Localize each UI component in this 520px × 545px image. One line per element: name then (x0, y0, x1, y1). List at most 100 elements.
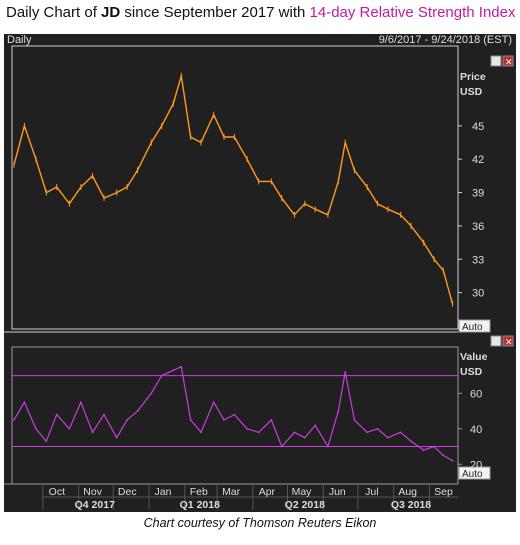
maximize-box-icon[interactable] (490, 55, 502, 67)
rsi-point (103, 413, 105, 416)
rsi-axis-title: Value (460, 351, 488, 363)
rsi-pane-controls[interactable]: ✕ (490, 335, 514, 347)
price-auto-button[interactable]: Auto (458, 319, 491, 333)
period-label: Daily (7, 34, 32, 46)
price-tick-label: 36 (472, 221, 484, 233)
rsi-point (172, 369, 175, 372)
month-tick-label: Mar (222, 486, 241, 498)
rsi-point (160, 374, 163, 377)
auto-button-box[interactable] (458, 466, 491, 480)
price-pane-frame (11, 45, 459, 330)
rsi-series (13, 365, 454, 462)
price-axis-title: Price (460, 71, 486, 83)
rsi-axis-unit: USD (460, 366, 483, 378)
quarter-tick-label: Q4 2017 (75, 499, 115, 511)
month-tick-label: Dec (118, 486, 137, 498)
month-tick-label: Sep (434, 486, 453, 498)
chart-credit: Chart courtesy of Thomson Reuters Eikon (143, 516, 377, 530)
close-glyph: ✕ (505, 57, 513, 67)
indicator-name: 14-day Relative Strength Index (309, 4, 516, 21)
rsi-tick-label: 20 (470, 459, 482, 471)
price-y-ticks: 30 33 36 39 42 45 (458, 121, 484, 300)
rsi-point (387, 436, 389, 439)
rsi-point (451, 459, 454, 462)
rsi-point (212, 401, 215, 404)
chart-panel: Daily 9/6/2017 - 9/24/2018 (EST) Price U… (4, 34, 516, 512)
price-tick-label: 45 (472, 121, 484, 133)
rsi-point (293, 431, 296, 434)
month-tick-label: May (292, 486, 313, 498)
chart-title: Daily Chart of JD since September 2017 w… (6, 4, 516, 21)
rsi-point (442, 454, 445, 457)
rsi-point (180, 365, 183, 368)
rsi-point (353, 419, 356, 421)
rsi-point (136, 410, 139, 412)
rsi-auto-button[interactable]: Auto (458, 466, 491, 480)
rsi-point (80, 401, 82, 404)
rsi-point (13, 419, 15, 421)
x-axis-ticks: Oct Nov Dec Jan Feb Mar Apr May Jun Jul Aug Sep Q4 2… (42, 484, 453, 511)
price-tick-label: 30 (472, 288, 484, 300)
month-tick-label: Jun (329, 486, 346, 498)
price-tick-label: 33 (472, 254, 484, 266)
rsi-point (303, 436, 306, 439)
quarter-tick-label: Q2 2018 (285, 499, 325, 511)
quarter-tick-label: Q1 2018 (180, 499, 220, 511)
rsi-point (246, 427, 249, 430)
rsi-point (399, 431, 402, 434)
ticker-symbol: JD (101, 4, 121, 21)
close-pane-icon[interactable] (502, 335, 514, 347)
rsi-point (270, 419, 273, 421)
rsi-point (327, 445, 329, 448)
rsi-point (200, 431, 202, 434)
quarter-tick-label: Q3 2018 (391, 499, 431, 511)
rsi-point (344, 371, 347, 373)
month-tick-label: Aug (398, 486, 417, 498)
rsi-point (55, 413, 58, 416)
rsi-point (433, 445, 435, 448)
auto-button-box[interactable] (458, 319, 491, 333)
rsi-point (422, 449, 425, 451)
date-range: 9/6/2017 - 9/24/2018 (EST) (378, 34, 512, 46)
rsi-point (126, 419, 128, 421)
price-line (13, 75, 454, 304)
auto-label: Auto (462, 322, 483, 333)
chart-canvas: Price USD Value USD ✕ ✕ Auto Auto 30 33 36… (4, 45, 514, 511)
close-pane-icon[interactable] (502, 55, 514, 67)
maximize-box-icon[interactable] (490, 335, 502, 347)
rsi-reference-lines (12, 375, 458, 448)
rsi-point (150, 392, 153, 395)
close-glyph: ✕ (505, 337, 513, 347)
rsi-point (410, 440, 412, 443)
price-axis-unit: USD (460, 86, 483, 98)
rsi-point (35, 427, 37, 430)
rsi-point (223, 419, 225, 421)
rsi-point (91, 431, 94, 434)
month-tick-label: Jul (365, 486, 378, 498)
rsi-point (23, 401, 26, 404)
rsi-point (280, 445, 283, 448)
month-tick-label: Jan (155, 486, 172, 498)
month-tick-label: Oct (49, 486, 65, 498)
month-tick-label: Nov (83, 486, 102, 498)
rsi-point (45, 440, 48, 443)
rsi-point (115, 436, 118, 439)
rsi-point (337, 410, 340, 412)
price-tick-label: 42 (472, 154, 484, 166)
rsi-tick-label: 40 (470, 424, 482, 436)
rsi-point (314, 424, 317, 427)
rsi-point (376, 427, 379, 430)
month-tick-label: Apr (259, 486, 276, 498)
auto-label: Auto (462, 469, 483, 480)
month-tick-label: Feb (190, 486, 208, 498)
rsi-point (233, 413, 236, 416)
rsi-point (366, 431, 369, 434)
rsi-tick-label: 60 (470, 388, 482, 400)
rsi-point (189, 419, 192, 421)
price-pane-controls[interactable]: ✕ (490, 55, 514, 67)
price-series (13, 72, 454, 307)
rsi-point (68, 427, 71, 430)
rsi-point (257, 431, 260, 434)
rsi-y-ticks: 20 40 60 (458, 388, 482, 471)
price-tick-label: 39 (472, 188, 484, 200)
